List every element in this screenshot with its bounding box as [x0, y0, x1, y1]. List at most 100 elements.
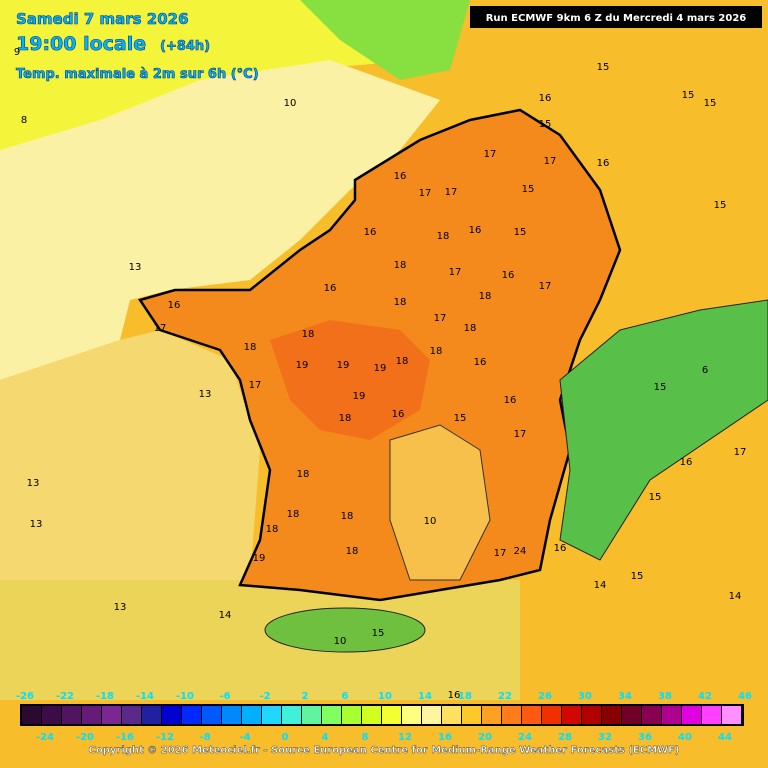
color-swatch: [702, 706, 721, 724]
colorbar-tick-label: 44: [718, 732, 732, 743]
temp-label: 24: [514, 546, 527, 557]
temp-label: 17: [449, 267, 462, 278]
color-swatch: [242, 706, 261, 724]
colorbar-tick-label: -14: [136, 691, 154, 702]
color-swatch: [302, 706, 321, 724]
color-swatch: [422, 706, 441, 724]
colorbar-tick-label: 6: [342, 691, 349, 702]
colorbar-tick-label: -16: [116, 732, 134, 743]
color-swatch: [442, 706, 461, 724]
color-swatch: [22, 706, 41, 724]
temp-label: 18: [341, 511, 354, 522]
temp-label: 9: [14, 47, 20, 58]
temp-label: 19: [337, 360, 350, 371]
run-box: [470, 6, 762, 28]
temp-label: 15: [649, 492, 662, 503]
color-swatch: [142, 706, 161, 724]
temp-label: 14: [729, 591, 742, 602]
colorbar-tick-label: 28: [558, 732, 572, 743]
pyrenees-region: [264, 607, 426, 653]
colorbar-tick-label: -6: [219, 691, 230, 702]
color-swatch: [262, 706, 281, 724]
color-swatch: [462, 706, 481, 724]
biscay-region: [0, 330, 260, 590]
colorbar-tick-label: 36: [638, 732, 652, 743]
color-swatch: [522, 706, 541, 724]
temp-label: 16: [469, 225, 482, 236]
color-swatch: [562, 706, 581, 724]
temp-label: 18: [396, 356, 409, 367]
color-swatch: [482, 706, 501, 724]
color-swatch: [182, 706, 201, 724]
temp-label: 19: [253, 553, 266, 564]
temp-label: 16: [554, 543, 567, 554]
colorbar-tick-label: -20: [76, 732, 94, 743]
temp-label: 17: [419, 188, 432, 199]
temp-label: 16: [448, 690, 461, 701]
temp-label: 18: [302, 329, 315, 340]
copyright: Copyright © 2026 Meteociel.fr - Source E…: [89, 745, 680, 756]
color-swatch: [542, 706, 561, 724]
color-swatch: [42, 706, 61, 724]
temp-label: 17: [484, 149, 497, 160]
temp-label: 15: [514, 227, 527, 238]
temp-label: 16: [502, 270, 515, 281]
color-swatch: [722, 706, 741, 724]
temp-label: 18: [287, 509, 300, 520]
temp-label: 17: [544, 156, 557, 167]
temp-label: 16: [539, 93, 552, 104]
temp-label: 16: [394, 171, 407, 182]
temp-label: 17: [154, 323, 167, 334]
temp-label: 14: [594, 580, 607, 591]
temp-label: 15: [704, 98, 717, 109]
run-info: Run ECMWF 9km 6 Z du Mercredi 4 mars 202…: [486, 13, 747, 24]
date: Samedi 7 mars 2026: [16, 10, 189, 28]
alps-region: [559, 299, 768, 561]
temp-label: 16: [680, 457, 693, 468]
temp-label: 17: [445, 187, 458, 198]
color-swatch: [502, 706, 521, 724]
temp-label: 15: [454, 413, 467, 424]
colorbar-tick-label: 20: [478, 732, 492, 743]
colorbar-tick-label: 22: [498, 691, 512, 702]
temp-label: 15: [372, 628, 385, 639]
colorbar-tick-label: 30: [578, 691, 592, 702]
color-swatch: [682, 706, 701, 724]
colorbar-tick-label: 32: [598, 732, 612, 743]
temp-label: 18: [394, 260, 407, 271]
temp-label: 13: [30, 519, 43, 530]
colorbar-tick-label: -2: [259, 691, 270, 702]
temp-label: 16: [168, 300, 181, 311]
temp-label: 18: [346, 546, 359, 557]
massif-central: [389, 424, 491, 581]
colorbar-tick-label: 16: [438, 732, 452, 743]
temp-label: 18: [479, 291, 492, 302]
warm-core: [270, 320, 430, 440]
colorbar-tick-label: 8: [362, 732, 369, 743]
color-swatch: [642, 706, 661, 724]
temp-label: 6: [702, 365, 708, 376]
colorbar-tick-label: 18: [458, 691, 472, 702]
temp-label: 15: [654, 382, 667, 393]
temp-label: 18: [297, 469, 310, 480]
temp-label: 16: [324, 283, 337, 294]
temp-label: 10: [424, 516, 437, 527]
colorbar: -26 -22 -18 -14 -10 -6 -2 2 6 10 14 18 22 26 30 34 38 42 4…: [16, 691, 752, 743]
temp-label: 13: [114, 602, 127, 613]
colorbar-tick-label: 4: [322, 732, 329, 743]
temp-label: 17: [434, 313, 447, 324]
color-swatch: [162, 706, 181, 724]
color-swatch: [402, 706, 421, 724]
temp-label: 18: [394, 297, 407, 308]
temp-label: 15: [539, 119, 552, 130]
temp-label: 14: [219, 610, 232, 621]
temp-label: 16: [597, 158, 610, 169]
color-swatch: [662, 706, 681, 724]
temp-label: 16: [504, 395, 517, 406]
colorbar-tick-label: 40: [678, 732, 692, 743]
temp-label: 13: [27, 478, 40, 489]
temp-label: 19: [296, 360, 309, 371]
colorbar-tick-label: 14: [418, 691, 432, 702]
temp-label: 15: [522, 184, 535, 195]
